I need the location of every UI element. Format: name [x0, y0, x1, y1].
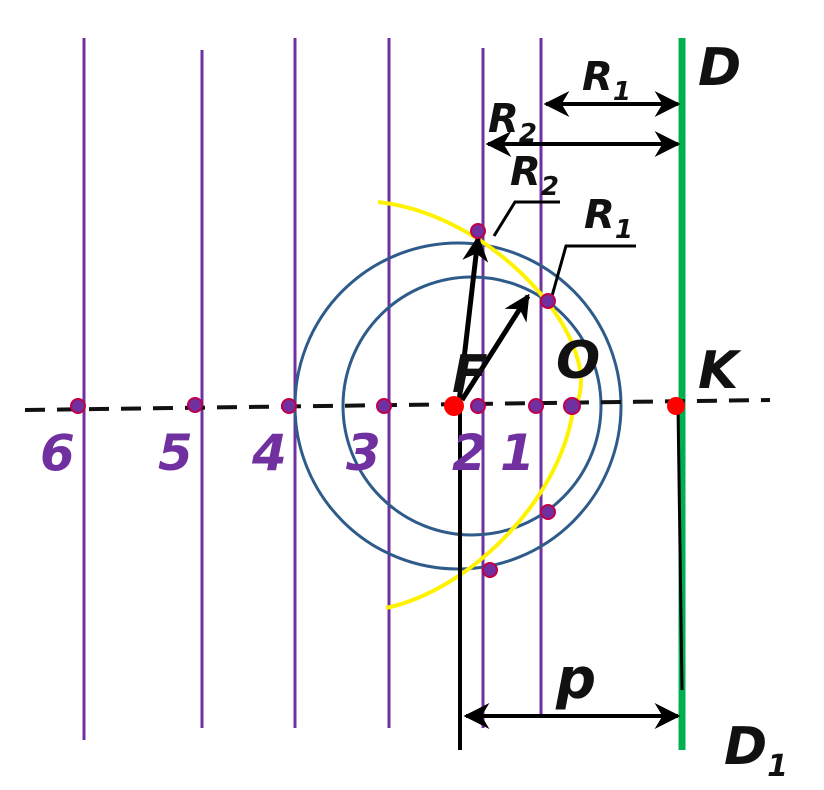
label-d: D: [698, 38, 741, 98]
k-perpendicular: [676, 405, 684, 691]
axis-point-3: [376, 398, 392, 414]
label-d1-main: D: [724, 717, 767, 777]
number-6: 6: [40, 424, 75, 482]
label-p: p: [555, 647, 596, 712]
label-d1-sub: 1: [767, 749, 788, 784]
label-r2-top: R2: [488, 96, 537, 149]
number-3: 3: [346, 424, 381, 482]
label-r2-leader-main: R: [510, 149, 541, 195]
r1-radius-arrow: [459, 293, 531, 402]
label-r1-top-sub: 1: [613, 77, 631, 107]
axis-point-2: [470, 398, 486, 414]
parabola-point-top-r1: [540, 293, 556, 309]
vertex-point: [563, 397, 581, 415]
label-r1-top: R1: [582, 54, 631, 107]
label-r2-top-main: R: [488, 96, 519, 142]
number-2: 2: [452, 424, 487, 482]
label-r2-top-sub: 2: [519, 119, 537, 149]
label-o: O: [556, 331, 600, 391]
label-r2-leader-sub: 2: [541, 172, 559, 202]
parabola-point-bottom-r1: [540, 504, 556, 520]
label-k: K: [698, 341, 742, 401]
axis-point-4: [281, 398, 297, 414]
axis-point-1: [528, 398, 544, 414]
number-4: 4: [251, 424, 287, 482]
label-r1-top-main: R: [582, 54, 613, 100]
axis-line: [24, 398, 771, 412]
k-point: [667, 397, 685, 415]
label-r2-leader: R2: [510, 149, 559, 202]
label-r1-leader: R1: [584, 192, 633, 245]
label-f: F: [452, 345, 488, 405]
axis-point-5: [187, 397, 203, 413]
r1-leader-line: [550, 244, 636, 297]
parabola-point-top-r2: [470, 223, 486, 239]
number-1: 1: [500, 424, 535, 482]
parabola-point-bottom-r2: [482, 562, 498, 578]
label-d1: D1: [724, 717, 788, 784]
label-r1-leader-sub: 1: [615, 215, 633, 245]
r2-leader-line: [492, 200, 560, 237]
r2-radius-arrow: [456, 235, 489, 403]
focus-point: [444, 396, 464, 416]
number-5: 5: [158, 424, 193, 482]
label-r1-leader-main: R: [584, 192, 615, 238]
axis-point-6: [70, 398, 86, 414]
